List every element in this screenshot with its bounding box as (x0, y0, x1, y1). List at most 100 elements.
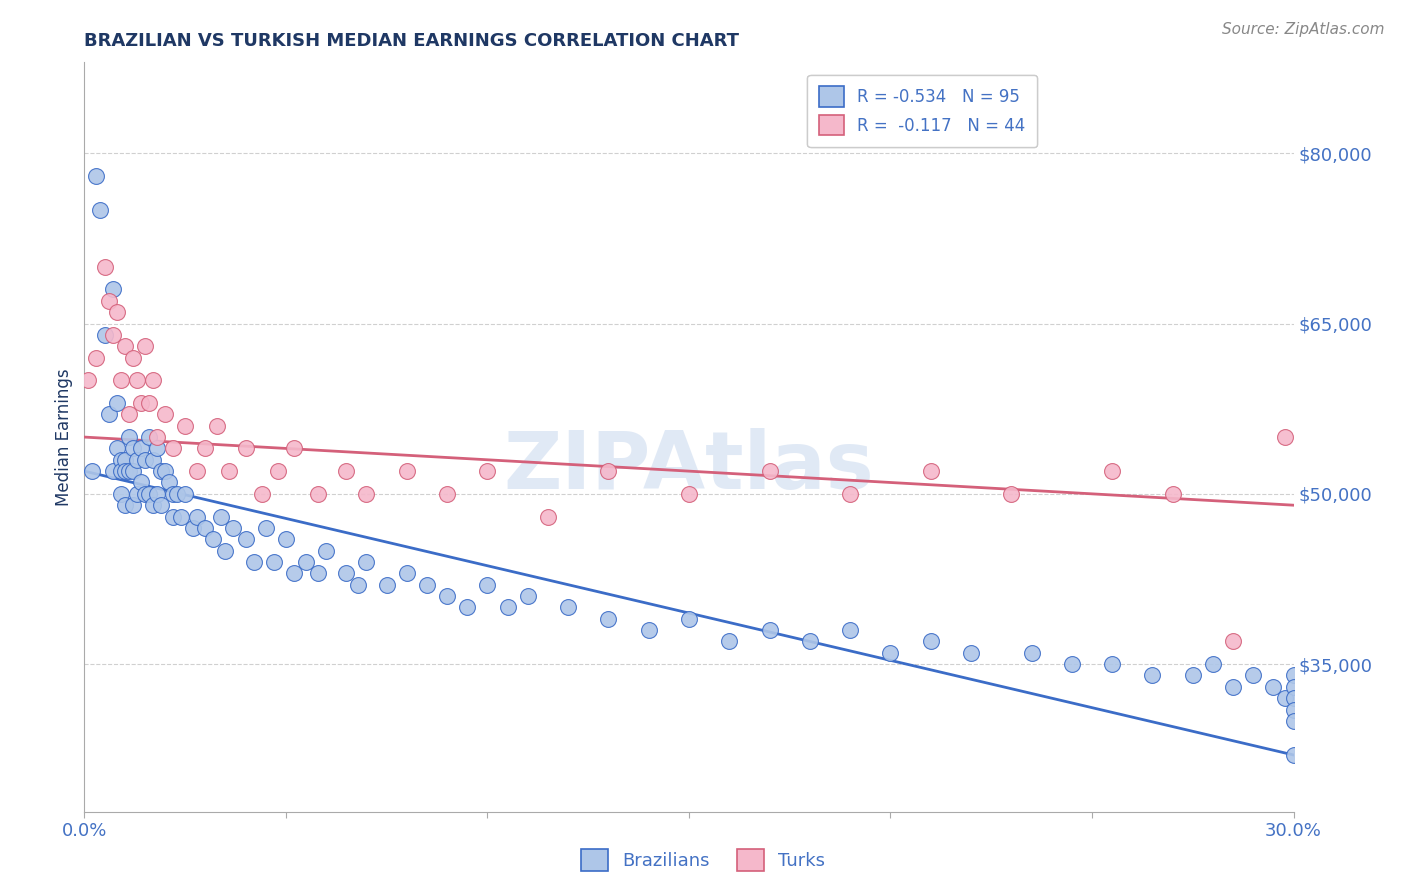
Point (1060, 657, 1083, 672)
Point (1282, 702, 1305, 716)
Point (1222, 634, 1244, 648)
Point (101, 464, 124, 478)
Point (758, 464, 780, 478)
Point (1101, 464, 1123, 478)
Point (718, 634, 741, 648)
Y-axis label: Median Earnings: Median Earnings (55, 368, 73, 506)
Point (110, 452, 132, 467)
Point (477, 464, 499, 478)
Point (162, 442, 184, 456)
Point (242, 555, 264, 569)
Point (1263, 680, 1285, 694)
Point (1021, 646, 1043, 660)
Point (110, 464, 132, 478)
Point (1274, 430, 1296, 444)
Point (335, 464, 357, 478)
Point (121, 442, 143, 456)
Point (1282, 747, 1305, 762)
Point (1282, 668, 1305, 682)
Point (235, 533, 257, 547)
Point (395, 566, 418, 581)
Point (1282, 714, 1305, 728)
Legend: Brazilians, Turks: Brazilians, Turks (574, 842, 832, 879)
Point (758, 623, 780, 637)
Point (125, 487, 148, 501)
Point (557, 600, 579, 615)
Point (254, 521, 277, 535)
Point (170, 509, 193, 524)
Point (678, 487, 700, 501)
Point (129, 442, 152, 456)
Point (1101, 657, 1123, 672)
Point (214, 543, 236, 558)
Point (142, 373, 165, 387)
Point (134, 487, 156, 501)
Point (250, 487, 273, 501)
Point (114, 339, 136, 353)
Point (194, 521, 217, 535)
Point (307, 566, 329, 581)
Point (97, 293, 120, 308)
Point (186, 509, 208, 524)
Point (1181, 668, 1204, 682)
Point (105, 396, 128, 410)
Point (105, 305, 128, 319)
Point (125, 373, 148, 387)
Point (477, 577, 499, 591)
Point (516, 589, 538, 603)
Point (89, 202, 111, 217)
Point (110, 373, 132, 387)
Text: Source: ZipAtlas.com: Source: ZipAtlas.com (1222, 22, 1385, 37)
Point (138, 430, 160, 444)
Point (129, 475, 152, 490)
Point (77, 373, 100, 387)
Point (436, 589, 458, 603)
Point (146, 430, 169, 444)
Point (436, 487, 458, 501)
Point (263, 555, 285, 569)
Point (395, 464, 418, 478)
Point (960, 646, 983, 660)
Point (174, 418, 197, 433)
Point (114, 498, 136, 512)
Point (146, 442, 169, 456)
Point (146, 487, 169, 501)
Point (218, 464, 240, 478)
Point (86, 351, 108, 365)
Point (166, 487, 188, 501)
Point (110, 487, 132, 501)
Point (101, 327, 124, 342)
Point (678, 612, 700, 626)
Point (82, 464, 104, 478)
Point (194, 442, 217, 456)
Point (153, 464, 176, 478)
Point (637, 623, 659, 637)
Point (134, 339, 156, 353)
Point (799, 634, 821, 648)
Point (598, 612, 620, 626)
Point (105, 442, 128, 456)
Point (267, 464, 290, 478)
Point (93, 260, 115, 274)
Point (283, 566, 305, 581)
Legend: R = -0.534   N = 95, R =  -0.117   N = 44: R = -0.534 N = 95, R = -0.117 N = 44 (807, 75, 1038, 147)
Point (496, 600, 519, 615)
Point (118, 408, 141, 422)
Point (118, 430, 141, 444)
Point (125, 452, 148, 467)
Point (315, 543, 337, 558)
Point (97, 408, 120, 422)
Point (1161, 487, 1184, 501)
Point (162, 487, 184, 501)
Point (101, 283, 124, 297)
Point (347, 577, 370, 591)
Point (416, 577, 439, 591)
Point (142, 498, 165, 512)
Point (149, 498, 172, 512)
Text: ZIPAtlas: ZIPAtlas (503, 428, 875, 506)
Point (114, 452, 136, 467)
Point (1282, 680, 1305, 694)
Point (335, 566, 357, 581)
Point (153, 408, 176, 422)
Point (129, 396, 152, 410)
